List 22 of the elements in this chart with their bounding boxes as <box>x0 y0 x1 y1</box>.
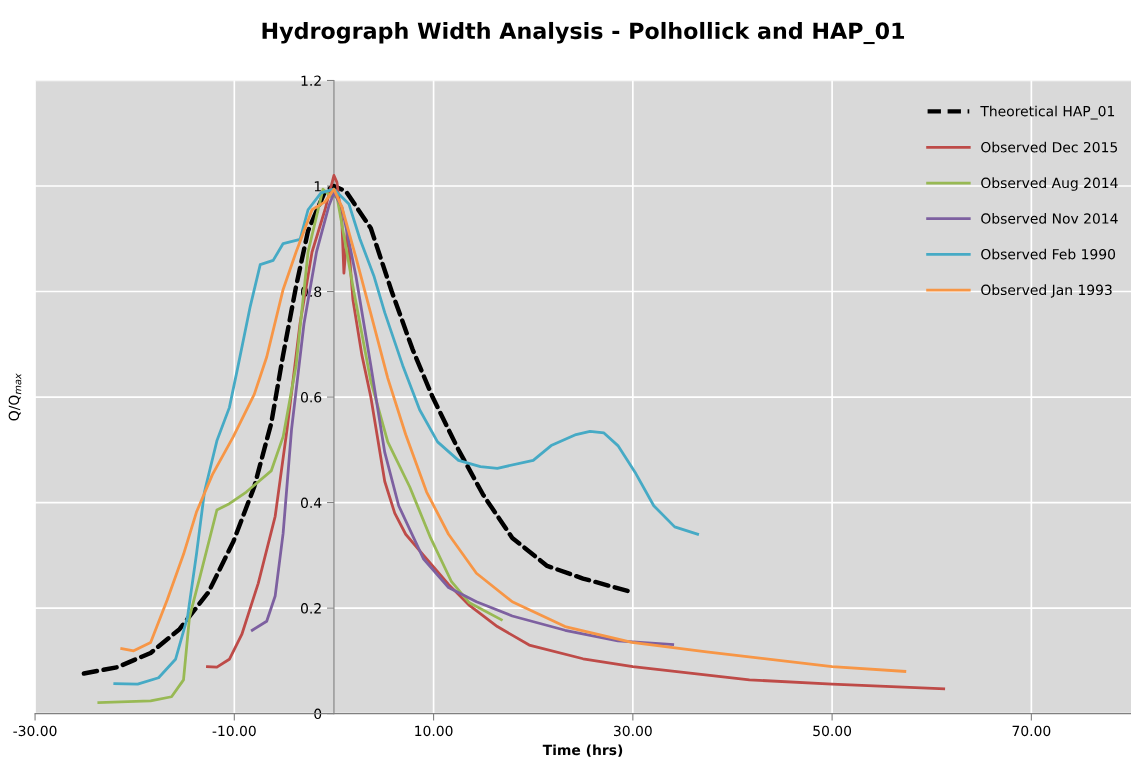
x-tick-label: -10.00 <box>212 725 256 737</box>
line-series <box>81 183 632 676</box>
y-tick-label: 0.2 <box>300 603 321 614</box>
legend-label: Observed Aug 2014 <box>981 177 1118 191</box>
x-tick-label: 30.00 <box>614 725 652 737</box>
legend-label: Observed Dec 2015 <box>981 141 1118 153</box>
legend-label: Theoretical HAP_01 <box>980 105 1115 120</box>
y-tick-label: 0.4 <box>300 497 322 509</box>
legend-label: Observed Feb 1990 <box>981 248 1116 260</box>
x-axis-title: Time (hrs) <box>542 744 623 757</box>
x-tick-label: 10.00 <box>415 725 453 737</box>
x-tick-label: 70.00 <box>1012 725 1051 737</box>
legend-label: Observed Nov 2014 <box>981 213 1118 224</box>
y-tick-label: 1.2 <box>301 75 321 86</box>
y-axis-title: Q/Q$_{max}$ <box>8 373 22 421</box>
x-tick-label: -30.00 <box>13 725 57 737</box>
y-tick-label: 0.6 <box>300 392 322 403</box>
chart-title: Hydrograph Width Analysis - Polhollick and HAP_01 <box>262 21 905 45</box>
legend-label: Observed Jan 1993 <box>981 284 1112 298</box>
y-tick-label: 1 <box>314 181 321 192</box>
x-tick-label: 50.00 <box>813 725 852 737</box>
line-series <box>250 191 675 646</box>
